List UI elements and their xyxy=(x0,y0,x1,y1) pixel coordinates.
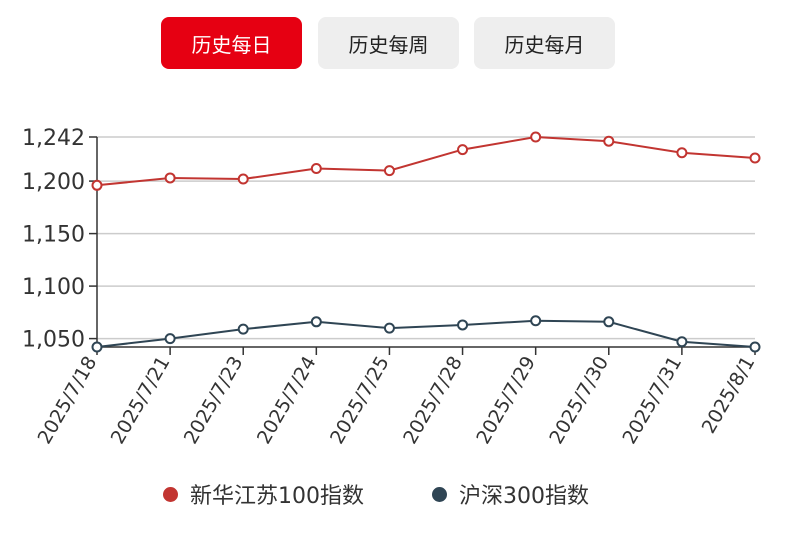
data-point-series-1 xyxy=(383,322,395,334)
x-tick-label: 2025/7/30 xyxy=(545,353,613,448)
x-tick-label: 2025/7/31 xyxy=(618,353,686,448)
data-point-series-0 xyxy=(164,172,176,184)
legend-label-series-0: 新华江苏100指数 xyxy=(190,484,364,509)
tab-daily[interactable]: 历史每日 xyxy=(161,17,302,69)
data-point-series-1 xyxy=(749,341,761,353)
tab-weekly[interactable]: 历史每周 xyxy=(318,17,459,69)
data-point-series-0 xyxy=(676,147,688,159)
y-tick-label: 1,200 xyxy=(22,170,85,195)
data-point-series-1 xyxy=(91,341,103,353)
data-point-series-0 xyxy=(457,144,469,156)
data-point-series-0 xyxy=(749,152,761,164)
data-point-series-0 xyxy=(237,173,249,185)
x-tick-label: 2025/7/18 xyxy=(34,353,102,448)
data-point-series-0 xyxy=(530,131,542,143)
data-point-series-0 xyxy=(383,165,395,177)
y-tick-label: 1,150 xyxy=(22,223,85,248)
series-line-0 xyxy=(96,135,756,187)
legend-marker-series-0 xyxy=(163,486,178,502)
legend-item-xinhua-jiangsu-100[interactable]: 新华江苏100指数 xyxy=(163,478,364,510)
tab-monthly[interactable]: 历史每月 xyxy=(474,17,615,69)
y-tick-label: 1,050 xyxy=(22,328,85,353)
data-point-series-0 xyxy=(603,135,615,147)
x-tick-label: 2025/8/1 xyxy=(698,353,760,438)
legend-item-csi-300[interactable]: 沪深300指数 xyxy=(432,478,589,510)
x-tick-label: 2025/7/28 xyxy=(399,353,467,448)
data-point-series-0 xyxy=(310,163,322,174)
x-tick-label: 2025/7/24 xyxy=(253,353,321,448)
data-point-series-0 xyxy=(91,179,103,191)
legend-marker-series-1 xyxy=(432,486,447,502)
x-tick-label: 2025/7/29 xyxy=(472,353,540,448)
data-point-series-1 xyxy=(530,315,542,327)
data-point-series-1 xyxy=(310,316,322,328)
x-tick-label: 2025/7/21 xyxy=(107,353,175,448)
data-point-series-1 xyxy=(237,323,249,335)
period-tabs: 历史每日 历史每周 历史每月 xyxy=(0,17,800,69)
x-tick-label: 2025/7/25 xyxy=(326,353,394,448)
series-line-1 xyxy=(96,319,756,348)
y-tick-label: 1,100 xyxy=(22,275,85,300)
legend-label-series-1: 沪深300指数 xyxy=(459,484,589,509)
data-point-series-1 xyxy=(676,336,688,348)
data-point-series-1 xyxy=(457,319,469,331)
x-tick-label: 2025/7/23 xyxy=(180,353,248,448)
data-point-series-1 xyxy=(164,333,176,345)
data-point-series-1 xyxy=(603,316,615,328)
y-tick-label: 1,242 xyxy=(22,126,85,151)
chart-legend: 新华江苏100指数 沪深300指数 xyxy=(0,478,800,510)
